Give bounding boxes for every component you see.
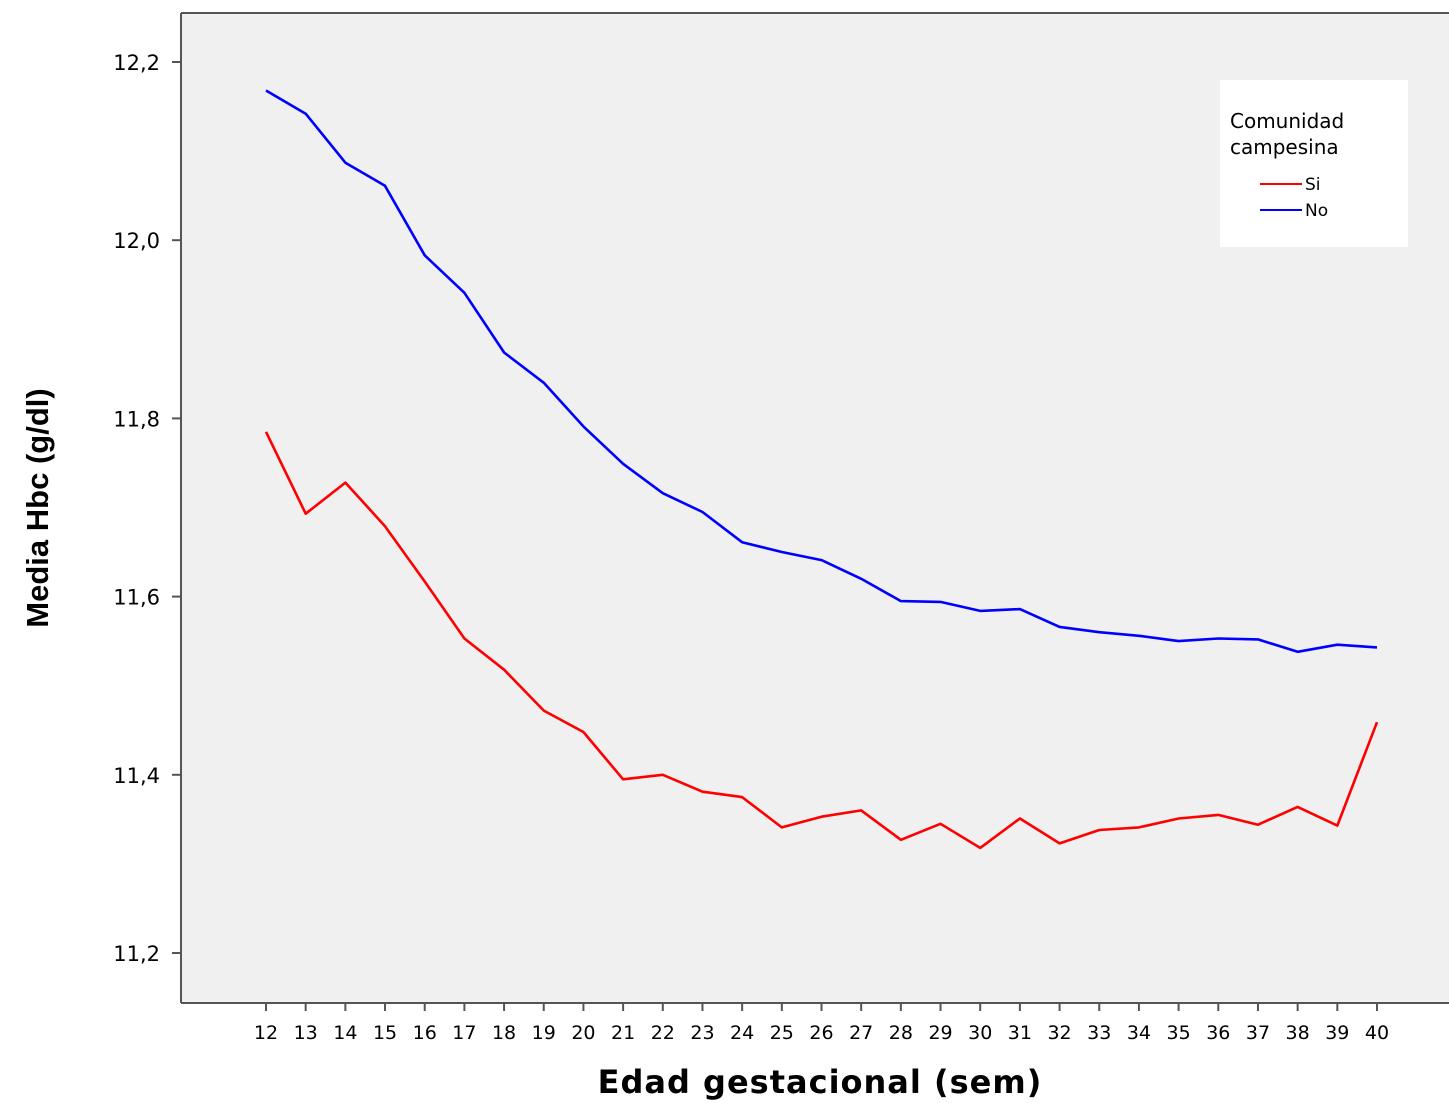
x-tick-label: 12 (254, 1022, 278, 1044)
x-tick-label: 14 (333, 1022, 357, 1044)
y-axis-title: Media Hbc (g/dl) (20, 388, 55, 627)
series-line-si (264, 431, 1379, 850)
x-tick-label: 29 (928, 1022, 952, 1044)
x-tick-label: 24 (730, 1022, 754, 1044)
x-tick-label: 17 (452, 1022, 476, 1044)
x-tick-label: 35 (1167, 1022, 1191, 1044)
x-tick-label: 31 (1008, 1022, 1032, 1044)
legend-title-line-1: Comunidad (1230, 109, 1344, 133)
x-tick-label: 39 (1325, 1022, 1349, 1044)
y-tick-label: 12,2 (113, 51, 160, 75)
legend: Comunidad campesina Si No (1220, 80, 1408, 247)
legend-title-line-2: campesina (1230, 135, 1339, 159)
x-axis-title: Edad gestacional (sem) (598, 1063, 1043, 1101)
x-tick-label: 30 (968, 1022, 992, 1044)
x-tick-label: 22 (651, 1022, 675, 1044)
y-tick-label: 11,4 (113, 764, 160, 788)
x-tick-label: 27 (849, 1022, 873, 1044)
x-tick-label: 16 (413, 1022, 437, 1044)
y-tick-label: 11,6 (113, 586, 160, 610)
series-line-no (265, 89, 1378, 654)
x-tick-label: 13 (294, 1022, 318, 1044)
legend-box (1220, 80, 1408, 247)
legend-label-no: No (1305, 201, 1328, 221)
y-tick-label: 12,0 (113, 229, 160, 253)
x-tick-label: 20 (571, 1022, 595, 1044)
x-tick-label: 37 (1246, 1022, 1270, 1044)
x-tick-label: 28 (889, 1022, 913, 1044)
series-layer (264, 89, 1379, 850)
legend-label-si: Si (1305, 175, 1321, 195)
y-tick-label: 11,2 (113, 942, 160, 966)
y-axis: 11,2 11,4 11,6 11,8 12,0 12,2 (113, 13, 182, 1003)
x-tick-label: 32 (1047, 1022, 1071, 1044)
x-tick-label: 36 (1206, 1022, 1230, 1044)
x-tick-label: 21 (611, 1022, 635, 1044)
x-tick-label: 40 (1365, 1022, 1389, 1044)
x-axis: 12 13 14 15 16 17 18 19 20 21 22 23 24 25 26 27 28 29 30 31… (181, 12, 1449, 1044)
x-tick-label: 38 (1286, 1022, 1310, 1044)
y-tick-label: 11,8 (113, 407, 160, 431)
x-tick-label: 19 (532, 1022, 556, 1044)
x-tick-label: 15 (373, 1022, 397, 1044)
x-tick-label: 25 (770, 1022, 794, 1044)
x-tick-label: 23 (690, 1022, 714, 1044)
x-tick-label: 33 (1087, 1022, 1111, 1044)
x-tick-label: 34 (1127, 1022, 1151, 1044)
x-tick-label: 26 (809, 1022, 833, 1044)
x-tick-label: 18 (492, 1022, 516, 1044)
